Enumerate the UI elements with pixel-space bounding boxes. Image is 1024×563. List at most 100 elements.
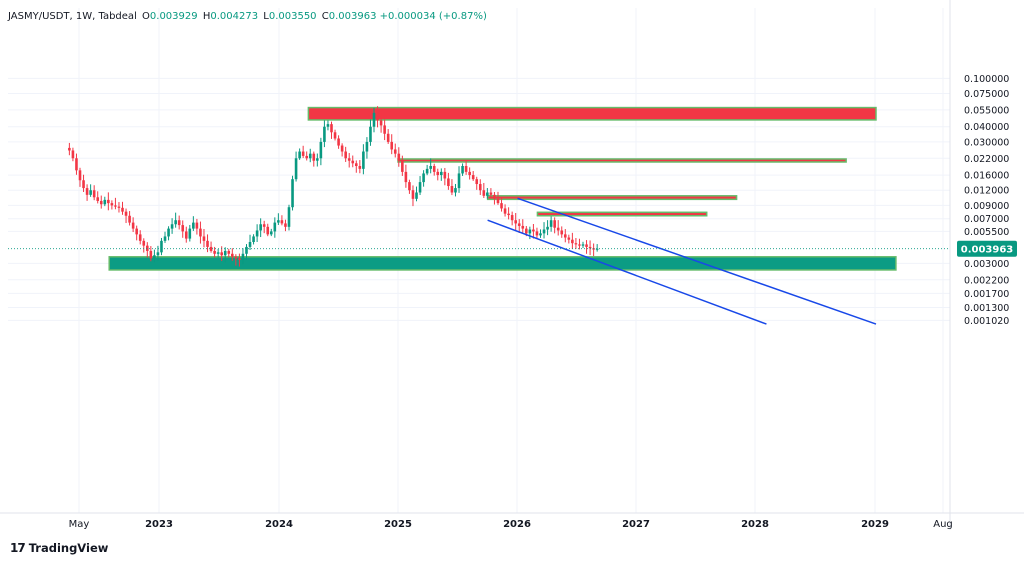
candle-body — [358, 166, 362, 169]
candle-body — [514, 220, 517, 224]
current-price-badge — [957, 240, 1017, 257]
candle-body — [379, 120, 383, 126]
candle-body — [393, 149, 397, 154]
candle-body — [75, 158, 78, 171]
candle-body — [131, 222, 135, 229]
price-tick-label: 0.030000 — [964, 137, 1009, 148]
resistance-zone-2[interactable] — [397, 158, 847, 163]
candle-body — [354, 163, 358, 167]
candle-body — [163, 236, 167, 241]
candle-body — [347, 158, 351, 161]
candle-body — [383, 125, 386, 134]
trendline-channel-upper[interactable] — [517, 197, 877, 325]
trendline-channel-lower[interactable] — [487, 219, 767, 325]
candle-body — [443, 171, 447, 179]
time-tick-label: 2026 — [503, 519, 531, 530]
candle-body — [135, 228, 138, 235]
candle-body — [308, 153, 312, 159]
candle-body — [234, 256, 238, 259]
resistance-zone-1[interactable] — [307, 106, 877, 121]
price-tick-label: 0.001700 — [964, 289, 1009, 300]
candle-body — [248, 242, 252, 247]
candle-body — [110, 203, 114, 206]
candle-body — [549, 220, 553, 227]
support-zone-5[interactable] — [108, 256, 897, 271]
tradingview-brand[interactable]: 17 TradingView — [10, 541, 108, 555]
price-tick-label: 0.009000 — [964, 201, 1009, 212]
brand-name: TradingView — [28, 541, 109, 555]
candle-body — [330, 124, 333, 133]
price-zones[interactable] — [108, 106, 897, 271]
close-label: C — [321, 11, 329, 22]
candle-body — [326, 124, 330, 127]
candle-body — [503, 208, 507, 214]
candle-body — [418, 182, 422, 193]
candle-body — [188, 228, 192, 239]
candle-body — [556, 227, 560, 231]
candle-body — [213, 250, 216, 254]
candle-body — [507, 213, 510, 216]
candle-body — [464, 166, 468, 172]
candle-body — [408, 182, 411, 191]
price-tick-label: 0.040000 — [964, 122, 1009, 133]
candle-body — [429, 166, 432, 169]
time-tick-label: 2024 — [265, 519, 293, 530]
candle-body — [107, 199, 110, 204]
candle-body — [422, 173, 425, 183]
candle-body — [259, 224, 262, 231]
candle-body — [206, 240, 209, 247]
open-label: O — [142, 11, 150, 22]
candle-body — [209, 246, 213, 251]
candle-body — [553, 220, 556, 228]
candle-body — [560, 230, 564, 235]
candles — [68, 106, 599, 267]
candle-body — [195, 222, 199, 229]
candle-body — [585, 244, 588, 247]
time-tick-label: 2023 — [145, 519, 173, 530]
candle-body — [539, 233, 542, 236]
resistance-zone-3[interactable] — [486, 195, 738, 201]
candle-body — [174, 220, 177, 225]
resistance-zone-4[interactable] — [536, 211, 708, 217]
candle-body — [316, 158, 319, 161]
candle-body — [156, 252, 160, 256]
candle-body — [231, 253, 234, 257]
candle-body — [142, 240, 146, 246]
candle-body — [117, 206, 121, 208]
candle-body — [121, 207, 124, 212]
change-value: +0.000034 (+0.87%) — [379, 11, 487, 22]
price-tick-label: 0.012000 — [964, 186, 1009, 197]
candle-body — [372, 112, 376, 127]
candle-body — [262, 224, 266, 227]
candle-body — [595, 248, 599, 250]
candle-body — [184, 231, 188, 239]
candle-body — [493, 194, 496, 199]
candle-body — [447, 178, 450, 187]
candle-body — [369, 126, 372, 142]
tradingview-logo-icon: 17 — [10, 541, 26, 555]
candle-body — [542, 229, 546, 234]
candle-body — [181, 225, 185, 232]
candle-body — [298, 151, 301, 159]
candle-body — [149, 250, 153, 259]
candle-body — [510, 215, 514, 221]
candle-body — [291, 179, 294, 208]
low-label: L — [263, 11, 269, 22]
candle-body — [454, 188, 457, 193]
candle-body — [216, 252, 220, 254]
candle-body — [450, 186, 454, 193]
candle-body — [351, 160, 355, 164]
symbol-legend: JASMY/USDT, 1W, Tabdeal O0.003929 H0.004… — [8, 11, 487, 22]
candle-body — [500, 203, 503, 209]
price-tick-label: 0.075000 — [964, 89, 1009, 100]
high-value: 0.004273 — [210, 11, 259, 22]
time-tick-label: May — [69, 519, 90, 530]
candle-body — [411, 190, 415, 199]
candle-body — [252, 236, 255, 243]
candle-body — [333, 132, 337, 139]
candle-body — [153, 255, 156, 259]
candle-body — [521, 225, 525, 229]
candle-body — [588, 246, 592, 249]
trendlines[interactable] — [487, 197, 877, 325]
